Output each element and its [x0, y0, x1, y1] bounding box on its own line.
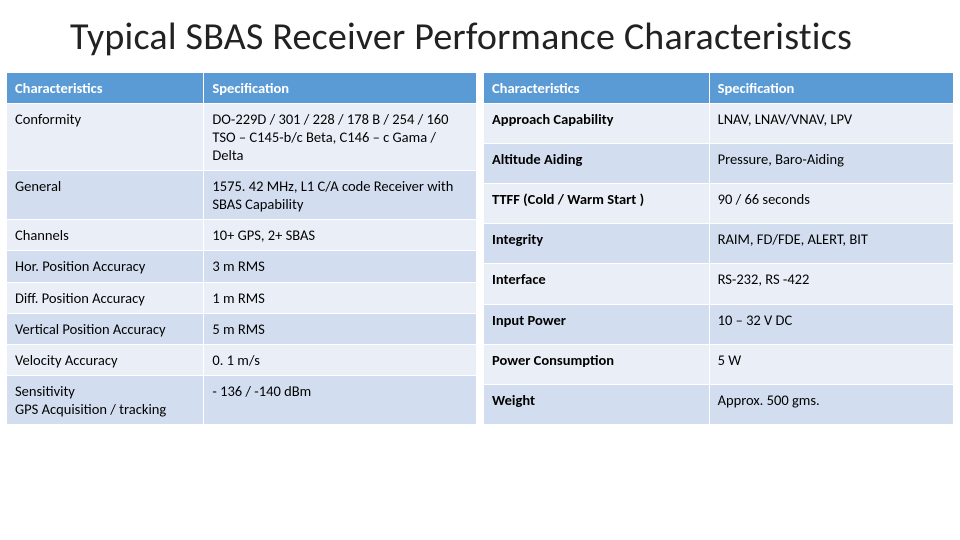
- cell-characteristic: Approach Capability: [484, 103, 710, 143]
- cell-specification: 5 m RMS: [204, 313, 477, 344]
- table-row: Approach CapabilityLNAV, LNAV/VNAV, LPV: [484, 103, 954, 143]
- table-row: Power Consumption5 W: [484, 344, 954, 384]
- cell-characteristic: Altitude Aiding: [484, 143, 710, 183]
- cell-characteristic: General: [7, 171, 204, 220]
- cell-specification: Approx. 500 gms.: [709, 385, 953, 425]
- table-header-row: Characteristics Specification: [7, 72, 477, 103]
- cell-specification: 1 m RMS: [204, 282, 477, 313]
- cell-specification: Pressure, Baro-Aiding: [709, 143, 953, 183]
- table-row: IntegrityRAIM, FD/FDE, ALERT, BIT: [484, 224, 954, 264]
- cell-characteristic: Sensitivity GPS Acquisition / tracking: [7, 375, 204, 424]
- cell-specification: RS-232, RS -422: [709, 264, 953, 304]
- cell-specification: RAIM, FD/FDE, ALERT, BIT: [709, 224, 953, 264]
- cell-characteristic: Channels: [7, 220, 204, 251]
- right-header-specification: Specification: [709, 72, 953, 103]
- cell-characteristic: Vertical Position Accuracy: [7, 313, 204, 344]
- cell-characteristic: Power Consumption: [484, 344, 710, 384]
- table-row: Hor. Position Accuracy3 m RMS: [7, 251, 477, 282]
- table-row: Channels10+ GPS, 2+ SBAS: [7, 220, 477, 251]
- cell-characteristic: Interface: [484, 264, 710, 304]
- table-row: InterfaceRS-232, RS -422: [484, 264, 954, 304]
- cell-specification: 3 m RMS: [204, 251, 477, 282]
- tables-container: Characteristics Specification Conformity…: [0, 72, 960, 426]
- table-header-row: Characteristics Specification: [484, 72, 954, 103]
- cell-specification: 10 – 32 V DC: [709, 304, 953, 344]
- left-table: Characteristics Specification Conformity…: [6, 72, 477, 426]
- table-row: Altitude AidingPressure, Baro-Aiding: [484, 143, 954, 183]
- cell-characteristic: Integrity: [484, 224, 710, 264]
- cell-characteristic: Conformity: [7, 103, 204, 170]
- table-row: Vertical Position Accuracy5 m RMS: [7, 313, 477, 344]
- table-row: WeightApprox. 500 gms.: [484, 385, 954, 425]
- cell-specification: 1575. 42 MHz, L1 C/A code Receiver with …: [204, 171, 477, 220]
- cell-characteristic: Velocity Accuracy: [7, 344, 204, 375]
- table-row: General1575. 42 MHz, L1 C/A code Receive…: [7, 171, 477, 220]
- cell-specification: 5 W: [709, 344, 953, 384]
- table-row: ConformityDO-229D / 301 / 228 / 178 B / …: [7, 103, 477, 170]
- cell-characteristic: Hor. Position Accuracy: [7, 251, 204, 282]
- cell-characteristic: Diff. Position Accuracy: [7, 282, 204, 313]
- left-header-specification: Specification: [204, 72, 477, 103]
- cell-characteristic: Weight: [484, 385, 710, 425]
- table-row: TTFF (Cold / Warm Start )90 / 66 seconds: [484, 184, 954, 224]
- right-header-characteristics: Characteristics: [484, 72, 710, 103]
- cell-characteristic: Input Power: [484, 304, 710, 344]
- page-title: Typical SBAS Receiver Performance Charac…: [0, 0, 960, 72]
- table-row: Input Power10 – 32 V DC: [484, 304, 954, 344]
- table-row: Sensitivity GPS Acquisition / tracking- …: [7, 375, 477, 424]
- table-row: Diff. Position Accuracy1 m RMS: [7, 282, 477, 313]
- cell-specification: - 136 / -140 dBm: [204, 375, 477, 424]
- cell-specification: 10+ GPS, 2+ SBAS: [204, 220, 477, 251]
- cell-specification: 90 / 66 seconds: [709, 184, 953, 224]
- cell-characteristic: TTFF (Cold / Warm Start ): [484, 184, 710, 224]
- cell-specification: LNAV, LNAV/VNAV, LPV: [709, 103, 953, 143]
- right-table: Characteristics Specification Approach C…: [483, 72, 954, 426]
- cell-specification: 0. 1 m/s: [204, 344, 477, 375]
- left-header-characteristics: Characteristics: [7, 72, 204, 103]
- table-row: Velocity Accuracy0. 1 m/s: [7, 344, 477, 375]
- cell-specification: DO-229D / 301 / 228 / 178 B / 254 / 160 …: [204, 103, 477, 170]
